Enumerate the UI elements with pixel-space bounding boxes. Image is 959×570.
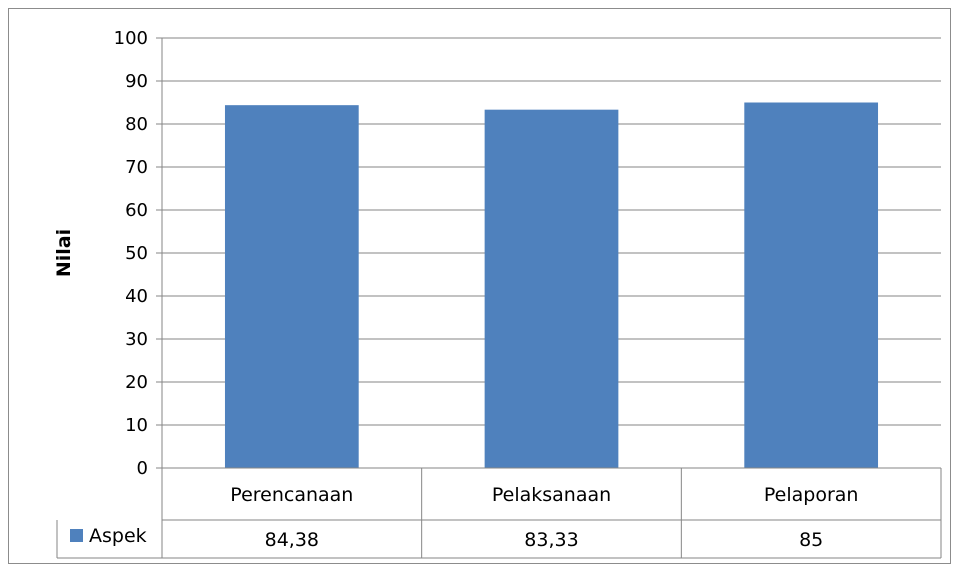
y-tick-label: 50: [125, 243, 148, 264]
y-tick-label: 90: [125, 71, 148, 92]
legend-label: Aspek: [89, 525, 147, 547]
bar: [744, 102, 879, 468]
y-tick-label: 60: [125, 200, 148, 221]
y-tick-label: 20: [125, 372, 148, 393]
data-table: Aspek Perencanaan 84,38 Pelaksanaan 83,33 Pe…: [56, 468, 942, 559]
bar: [224, 105, 359, 468]
category-label: Pelaksanaan: [492, 484, 611, 506]
y-tick-label: 30: [125, 329, 148, 350]
y-tick-label: 40: [125, 286, 148, 307]
category-label: Pelaporan: [764, 484, 859, 506]
y-tick-label: 70: [125, 157, 148, 178]
data-table-value: 85: [799, 529, 823, 551]
y-tick-label: 10: [125, 415, 148, 436]
y-tick-label: 0: [137, 458, 148, 479]
category-label: Perencanaan: [230, 484, 353, 506]
y-tick-label: 80: [125, 114, 148, 135]
bar: [484, 109, 619, 468]
axes: [161, 38, 941, 469]
y-tick-labels: 0 10 20 30 40 50 60 70 80 90 100: [114, 28, 148, 479]
legend-swatch: [70, 529, 83, 542]
data-table-value: 84,38: [265, 529, 319, 551]
y-tick-label: 100: [114, 28, 148, 49]
y-axis-title: Nilai: [53, 229, 75, 277]
data-table-value: 83,33: [524, 529, 578, 551]
bars: [224, 102, 879, 468]
